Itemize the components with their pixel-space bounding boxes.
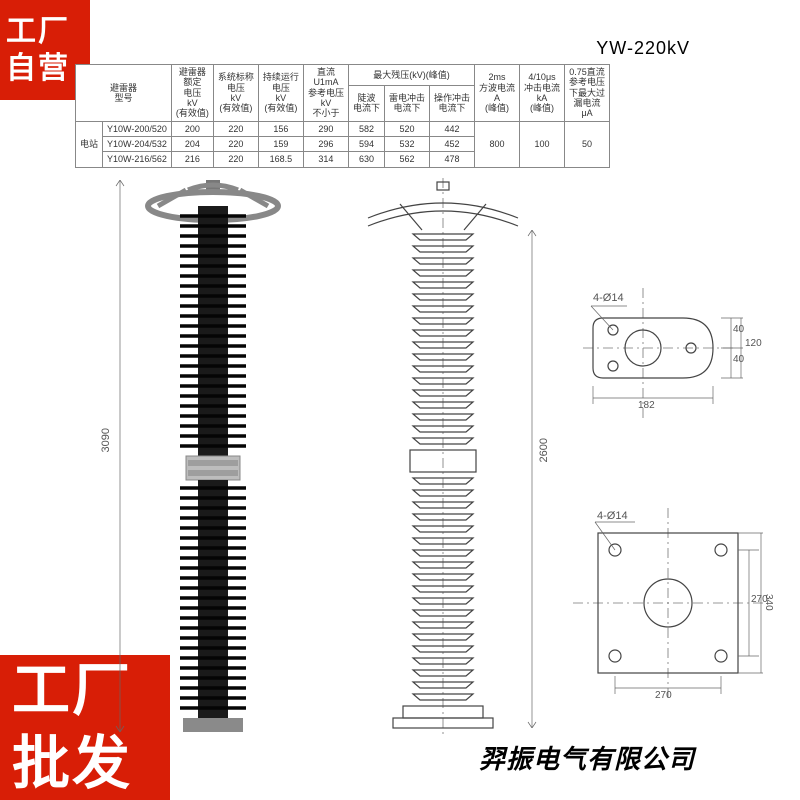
td-model: Y10W-204/532 <box>103 137 172 152</box>
top-flange-dim-b: 40 <box>733 354 744 365</box>
dim-body-height: 2600 <box>538 438 550 462</box>
td: 204 <box>171 137 213 152</box>
td: 800 <box>475 121 520 167</box>
td: 220 <box>213 152 258 167</box>
td: 216 <box>171 152 213 167</box>
td: 100 <box>520 121 565 167</box>
badge-top-line2: 自营 <box>6 50 84 88</box>
arrester-outline: 2600 <box>358 178 528 738</box>
table-row: 电站 Y10W-200/520 200 220 156 290 582 520 … <box>76 121 610 136</box>
company-name: 羿振电气有限公司 <box>479 739 695 776</box>
top-flange-dim-c: 120 <box>745 338 762 349</box>
td: 220 <box>213 121 258 136</box>
th-steep: 陡波电流下 <box>348 86 384 122</box>
td-model: Y10W-200/520 <box>103 121 172 136</box>
th-switch: 操作冲击电流下 <box>429 86 474 122</box>
bottom-flange-dim-outer: 340 <box>763 594 774 611</box>
td: 478 <box>429 152 474 167</box>
td-model: Y10W-216/562 <box>103 152 172 167</box>
bottom-flange-dim-w: 270 <box>655 690 672 701</box>
badge-bottom-line2: 批发 <box>12 728 158 800</box>
arrester-photo: 3090 <box>128 178 298 738</box>
td-group: 电站 <box>76 121 103 167</box>
td: 200 <box>171 121 213 136</box>
td: 290 <box>303 121 348 136</box>
badge-top-line1: 工厂 <box>6 13 84 51</box>
td: 520 <box>384 121 429 136</box>
bottom-flange-hole-note: 4-Ø14 <box>597 510 628 522</box>
dim-overall-height: 3090 <box>100 428 112 452</box>
td: 314 <box>303 152 348 167</box>
product-title: YW-220kV <box>596 38 690 59</box>
th-2ms: 2ms方波电流A(峰值) <box>475 65 520 122</box>
th-model: 避雷器型号 <box>76 65 172 122</box>
top-flange-hole-note: 4-Ø14 <box>593 292 624 304</box>
top-flange-drawing: 4-Ø14 40 40 120 182 <box>583 278 753 428</box>
td: 532 <box>384 137 429 152</box>
td: 452 <box>429 137 474 152</box>
drawings-area: 3090 <box>68 178 760 720</box>
spec-table: 避雷器型号 避雷器额定电压kV(有效值) 系统标称电压kV(有效值) 持续运行电… <box>75 64 610 168</box>
td: 156 <box>258 121 303 136</box>
th-residual: 最大残压(kV)(峰值) <box>348 65 474 86</box>
top-flange-dim-a: 40 <box>733 324 744 335</box>
top-flange-dim-w: 182 <box>638 400 655 411</box>
td: 296 <box>303 137 348 152</box>
td: 50 <box>565 121 610 167</box>
th-410: 4/10μs冲击电流kA(峰值) <box>520 65 565 122</box>
td: 630 <box>348 152 384 167</box>
td: 168.5 <box>258 152 303 167</box>
th-rated-v: 避雷器额定电压kV(有效值) <box>171 65 213 122</box>
td: 220 <box>213 137 258 152</box>
table-header-row-1: 避雷器型号 避雷器额定电压kV(有效值) 系统标称电压kV(有效值) 持续运行电… <box>76 65 610 86</box>
th-leak: 0.75直流参考电压下最大过漏电流μA <box>565 65 610 122</box>
bottom-flange-drawing: 4-Ø14 270 340 270 <box>573 508 763 698</box>
td: 582 <box>348 121 384 136</box>
td: 159 <box>258 137 303 152</box>
th-cont-v: 持续运行电压kV(有效值) <box>258 65 303 122</box>
td: 442 <box>429 121 474 136</box>
th-dc-ref: 直流U1mA参考电压kV不小于 <box>303 65 348 122</box>
th-sys-v: 系统标称电压kV(有效值) <box>213 65 258 122</box>
td: 594 <box>348 137 384 152</box>
td: 562 <box>384 152 429 167</box>
th-lightning: 雷电冲击电流下 <box>384 86 429 122</box>
